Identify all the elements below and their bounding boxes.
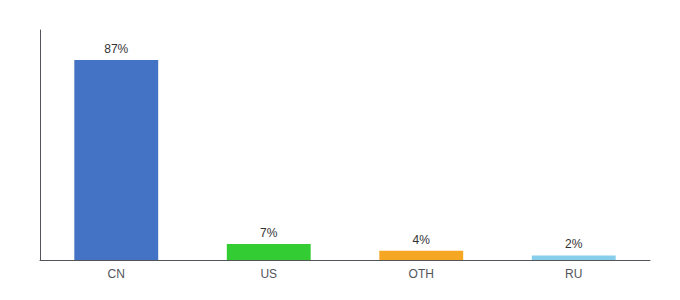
svg-text:7%: 7% bbox=[260, 226, 278, 240]
svg-text:RU: RU bbox=[565, 267, 582, 281]
svg-text:4%: 4% bbox=[413, 233, 431, 247]
svg-text:OTH: OTH bbox=[409, 267, 434, 281]
svg-text:US: US bbox=[260, 267, 277, 281]
svg-text:87%: 87% bbox=[104, 42, 128, 56]
svg-text:2%: 2% bbox=[565, 237, 583, 251]
svg-text:CN: CN bbox=[108, 267, 125, 281]
